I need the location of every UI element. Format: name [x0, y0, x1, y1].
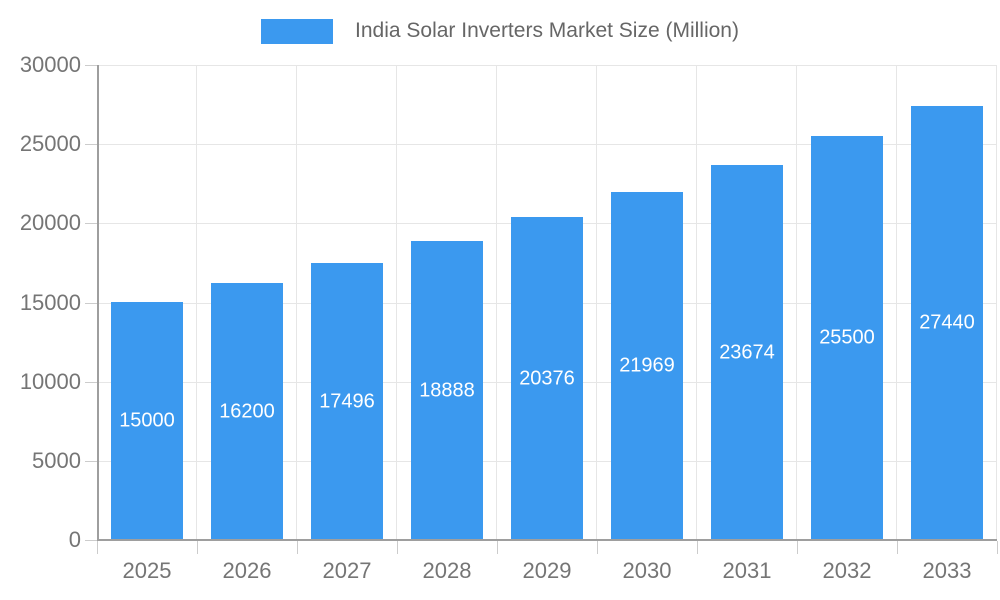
v-gridline: [496, 65, 497, 540]
y-tick-label: 15000: [19, 290, 81, 315]
bar-value-label: 15000: [119, 409, 175, 432]
y-tick-label: 25000: [19, 131, 81, 156]
v-gridline: [996, 65, 997, 540]
x-tick-label: 2025: [122, 558, 172, 583]
x-tick-label: 2029: [522, 558, 572, 583]
v-gridline: [696, 65, 697, 540]
bar[interactable]: 17496: [311, 263, 383, 540]
h-gridline: [97, 144, 997, 146]
bar-value-label: 23674: [719, 341, 775, 363]
bar-value-label: 18888: [419, 379, 475, 401]
x-axis-tick: [997, 541, 998, 554]
y-axis-tick: [85, 461, 97, 462]
y-axis-tick: [85, 382, 97, 383]
y-tick-label: 0: [68, 527, 81, 552]
x-axis-line: [97, 539, 997, 541]
v-gridline: [896, 65, 897, 540]
x-axis-tick: [597, 541, 598, 554]
x-tick-label: 2030: [622, 558, 672, 583]
x-axis-tick: [97, 541, 98, 554]
bar[interactable]: 21969: [611, 192, 683, 540]
bar[interactable]: 20376: [511, 217, 583, 540]
v-gridline: [196, 65, 197, 540]
bar-value-label: 20376: [519, 367, 575, 389]
v-gridline: [596, 65, 597, 540]
y-tick-label: 30000: [19, 52, 81, 77]
x-tick-label: 2033: [922, 558, 972, 583]
bar-value-label: 16200: [219, 400, 275, 422]
x-tick-label: 2028: [422, 558, 472, 583]
x-axis-tick: [397, 541, 398, 554]
bar[interactable]: 27440: [911, 106, 983, 540]
y-axis-tick: [85, 65, 97, 66]
bar-value-label: 21969: [619, 354, 675, 377]
x-axis-tick: [697, 541, 698, 554]
bar[interactable]: 23674: [711, 165, 783, 540]
y-axis-tick: [85, 223, 97, 224]
bar[interactable]: 25500: [811, 136, 883, 540]
legend[interactable]: India Solar Inverters Market Size (Milli…: [0, 14, 1000, 48]
y-axis-line: [97, 65, 99, 540]
y-axis-tick: [85, 540, 97, 541]
v-gridline: [396, 65, 397, 540]
bar-value-label: 17496: [319, 390, 375, 412]
x-axis-tick: [797, 541, 798, 554]
h-gridline: [97, 65, 997, 66]
bar[interactable]: 18888: [411, 241, 483, 540]
plot-area: 15000 16200 17496 18888 20376 21969 23674 25500…: [97, 65, 997, 541]
y-tick-label: 5000: [32, 448, 81, 473]
bar[interactable]: 15000: [111, 302, 183, 540]
bar-value-label: 27440: [919, 311, 975, 334]
x-tick-label: 2032: [822, 558, 872, 583]
y-axis-tick: [85, 303, 97, 304]
y-tick-label: 20000: [19, 210, 81, 235]
x-tick-label: 2026: [222, 558, 272, 583]
x-axis-tick: [897, 541, 898, 554]
x-tick-label: 2031: [722, 558, 772, 583]
x-axis-tick: [197, 541, 198, 554]
x-axis-tick: [497, 541, 498, 554]
bar[interactable]: 16200: [211, 283, 283, 540]
v-gridline: [796, 65, 797, 540]
legend-label: India Solar Inverters Market Size (Milli…: [355, 19, 739, 42]
x-tick-label: 2027: [322, 558, 372, 583]
y-axis-tick: [85, 144, 97, 145]
v-gridline: [296, 65, 297, 540]
bar-value-label: 25500: [819, 326, 875, 349]
y-tick-label: 10000: [19, 369, 81, 394]
x-axis-tick: [297, 541, 298, 554]
legend-swatch-icon: [261, 18, 334, 44]
